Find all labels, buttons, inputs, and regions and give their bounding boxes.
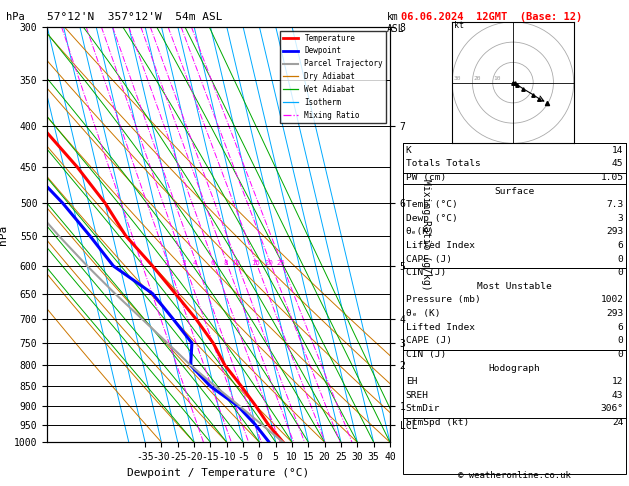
Text: 1002: 1002 xyxy=(600,295,623,305)
Text: 293: 293 xyxy=(606,227,623,237)
Text: 15: 15 xyxy=(251,260,260,266)
Text: 4: 4 xyxy=(193,260,198,266)
Text: 3: 3 xyxy=(618,214,623,223)
Legend: Temperature, Dewpoint, Parcel Trajectory, Dry Adiabat, Wet Adiabat, Isotherm, Mi: Temperature, Dewpoint, Parcel Trajectory… xyxy=(280,31,386,122)
Text: Pressure (mb): Pressure (mb) xyxy=(406,295,481,305)
Text: 43: 43 xyxy=(612,391,623,400)
Text: EH: EH xyxy=(406,377,417,386)
Text: 3: 3 xyxy=(181,260,186,266)
Text: 24: 24 xyxy=(612,418,623,427)
Text: 25: 25 xyxy=(276,260,285,266)
Text: CAPE (J): CAPE (J) xyxy=(406,255,452,264)
Text: 06.06.2024  12GMT  (Base: 12): 06.06.2024 12GMT (Base: 12) xyxy=(401,12,582,22)
Y-axis label: hPa: hPa xyxy=(0,225,8,244)
Text: 45: 45 xyxy=(612,159,623,169)
Text: 0: 0 xyxy=(618,255,623,264)
Text: 0: 0 xyxy=(618,268,623,278)
Text: Temp (°C): Temp (°C) xyxy=(406,200,457,209)
Text: 6: 6 xyxy=(211,260,215,266)
Text: 10: 10 xyxy=(494,76,501,81)
Text: Dewp (°C): Dewp (°C) xyxy=(406,214,457,223)
Text: 8: 8 xyxy=(223,260,228,266)
Text: hPa: hPa xyxy=(6,12,25,22)
Text: 7.3: 7.3 xyxy=(606,200,623,209)
Text: 0: 0 xyxy=(618,350,623,359)
Text: CIN (J): CIN (J) xyxy=(406,268,446,278)
Text: Totals Totals: Totals Totals xyxy=(406,159,481,169)
Text: 20: 20 xyxy=(474,76,481,81)
Text: K: K xyxy=(406,146,411,155)
Text: 57°12'N  357°12'W  54m ASL: 57°12'N 357°12'W 54m ASL xyxy=(47,12,223,22)
Text: StmDir: StmDir xyxy=(406,404,440,414)
Text: 6: 6 xyxy=(618,241,623,250)
Text: 10: 10 xyxy=(231,260,240,266)
Text: 1: 1 xyxy=(138,260,143,266)
Text: Surface: Surface xyxy=(494,187,534,196)
Text: 30: 30 xyxy=(454,76,460,81)
X-axis label: Dewpoint / Temperature (°C): Dewpoint / Temperature (°C) xyxy=(128,468,309,478)
Text: 1.05: 1.05 xyxy=(600,173,623,182)
Text: θₑ(K): θₑ(K) xyxy=(406,227,435,237)
Text: 306°: 306° xyxy=(600,404,623,414)
Text: 293: 293 xyxy=(606,309,623,318)
Text: 0: 0 xyxy=(618,336,623,346)
Text: km
ASL: km ASL xyxy=(387,12,404,34)
Text: SREH: SREH xyxy=(406,391,429,400)
Text: Lifted Index: Lifted Index xyxy=(406,323,475,332)
Text: 14: 14 xyxy=(612,146,623,155)
Text: Most Unstable: Most Unstable xyxy=(477,282,552,291)
Text: kt: kt xyxy=(454,21,464,30)
Text: 6: 6 xyxy=(618,323,623,332)
Text: 12: 12 xyxy=(612,377,623,386)
Text: © weatheronline.co.uk: © weatheronline.co.uk xyxy=(458,471,571,480)
Text: CIN (J): CIN (J) xyxy=(406,350,446,359)
Text: StmSpd (kt): StmSpd (kt) xyxy=(406,418,469,427)
Text: PW (cm): PW (cm) xyxy=(406,173,446,182)
Text: θₑ (K): θₑ (K) xyxy=(406,309,440,318)
Text: Hodograph: Hodograph xyxy=(488,364,540,373)
Y-axis label: Mixing Ratio (g/kg): Mixing Ratio (g/kg) xyxy=(421,179,431,290)
Text: Lifted Index: Lifted Index xyxy=(406,241,475,250)
Text: CAPE (J): CAPE (J) xyxy=(406,336,452,346)
Text: 20: 20 xyxy=(265,260,274,266)
Text: 2: 2 xyxy=(165,260,169,266)
